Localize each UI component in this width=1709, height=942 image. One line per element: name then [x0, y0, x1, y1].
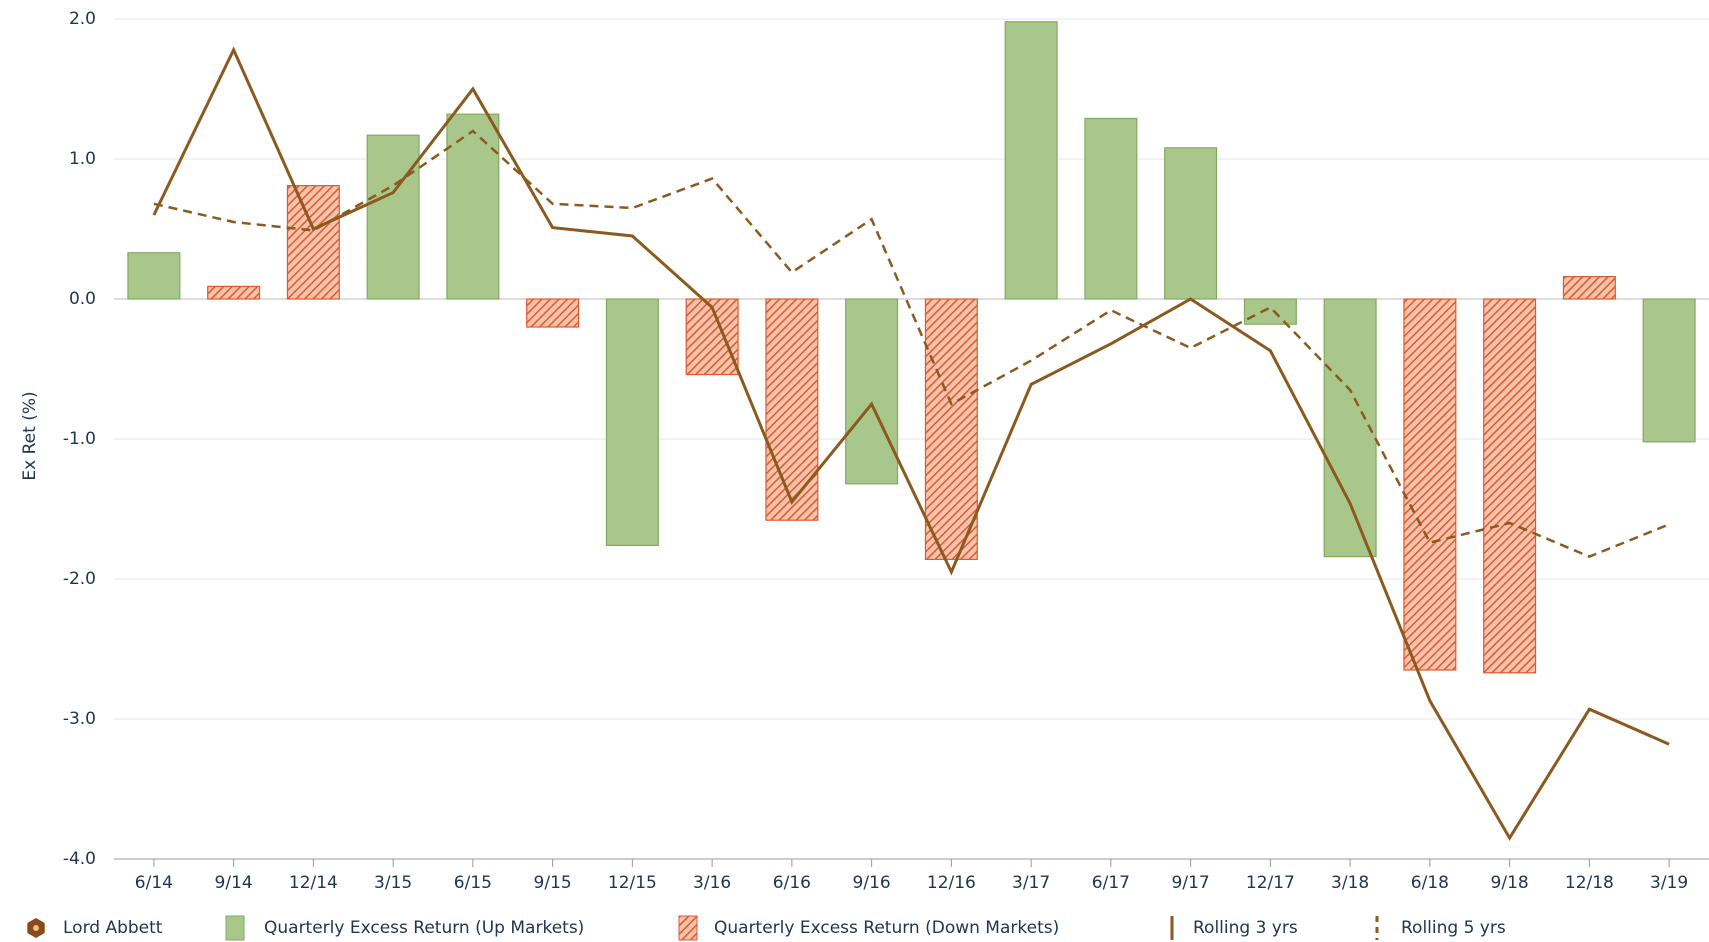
bar [1642, 298, 1696, 443]
x-tick-label: 9/18 [1491, 873, 1529, 893]
legend-label: Quarterly Excess Return (Down Markets) [714, 918, 1059, 938]
bar [286, 185, 340, 300]
legend-swatch [225, 915, 245, 941]
y-tick-label: 0.0 [69, 289, 96, 309]
y-tick-label: -1.0 [63, 429, 96, 449]
bar [1004, 21, 1058, 300]
legend-swatch [678, 915, 698, 941]
bar [1243, 298, 1297, 325]
bar [1164, 147, 1218, 300]
bar [207, 285, 261, 300]
x-tick-label: 6/15 [454, 873, 492, 893]
bar [1562, 276, 1616, 300]
legend-label: Rolling 5 yrs [1401, 918, 1506, 938]
legend-label: Rolling 3 yrs [1193, 918, 1298, 938]
y-tick-label: -2.0 [63, 569, 96, 589]
y-tick-label: -3.0 [63, 709, 96, 729]
x-tick-label: 12/17 [1246, 873, 1295, 893]
bar [366, 134, 420, 300]
bar [1084, 117, 1138, 300]
bar [127, 252, 181, 300]
bar [685, 298, 739, 376]
x-tick-label: 12/18 [1565, 873, 1614, 893]
x-tick-label: 12/14 [289, 873, 338, 893]
x-tick-label: 6/18 [1411, 873, 1449, 893]
x-tick-label: 3/15 [374, 873, 412, 893]
x-tick-label: 9/15 [534, 873, 572, 893]
bar [446, 113, 500, 300]
x-tick-label: 6/16 [773, 873, 811, 893]
y-tick-label: 1.0 [69, 149, 96, 169]
x-tick-label: 9/17 [1172, 873, 1210, 893]
x-tick-label: 12/15 [608, 873, 657, 893]
legend-label: Lord Abbett [63, 918, 163, 938]
x-tick-label: 9/16 [853, 873, 891, 893]
x-tick-label: 12/16 [927, 873, 976, 893]
x-tick-label: 6/17 [1092, 873, 1130, 893]
x-tick-label: 9/14 [215, 873, 253, 893]
y-tick-label: 2.0 [69, 9, 96, 29]
bar [924, 298, 978, 560]
bar [1403, 298, 1457, 671]
bar [1323, 298, 1377, 558]
bar [526, 298, 580, 328]
x-tick-label: 3/19 [1650, 873, 1688, 893]
bar [605, 298, 659, 546]
x-tick-label: 3/16 [693, 873, 731, 893]
x-tick-label: 3/18 [1331, 873, 1369, 893]
bar [1483, 298, 1537, 674]
y-tick-label: -4.0 [63, 849, 96, 869]
x-tick-label: 6/14 [135, 873, 173, 893]
legend-label: Quarterly Excess Return (Up Markets) [264, 918, 584, 938]
legend-icon-dot [33, 925, 39, 931]
bar [765, 298, 819, 521]
y-axis-label: Ex Ret (%) [20, 391, 40, 480]
bar [845, 298, 899, 485]
x-tick-label: 3/17 [1012, 873, 1050, 893]
